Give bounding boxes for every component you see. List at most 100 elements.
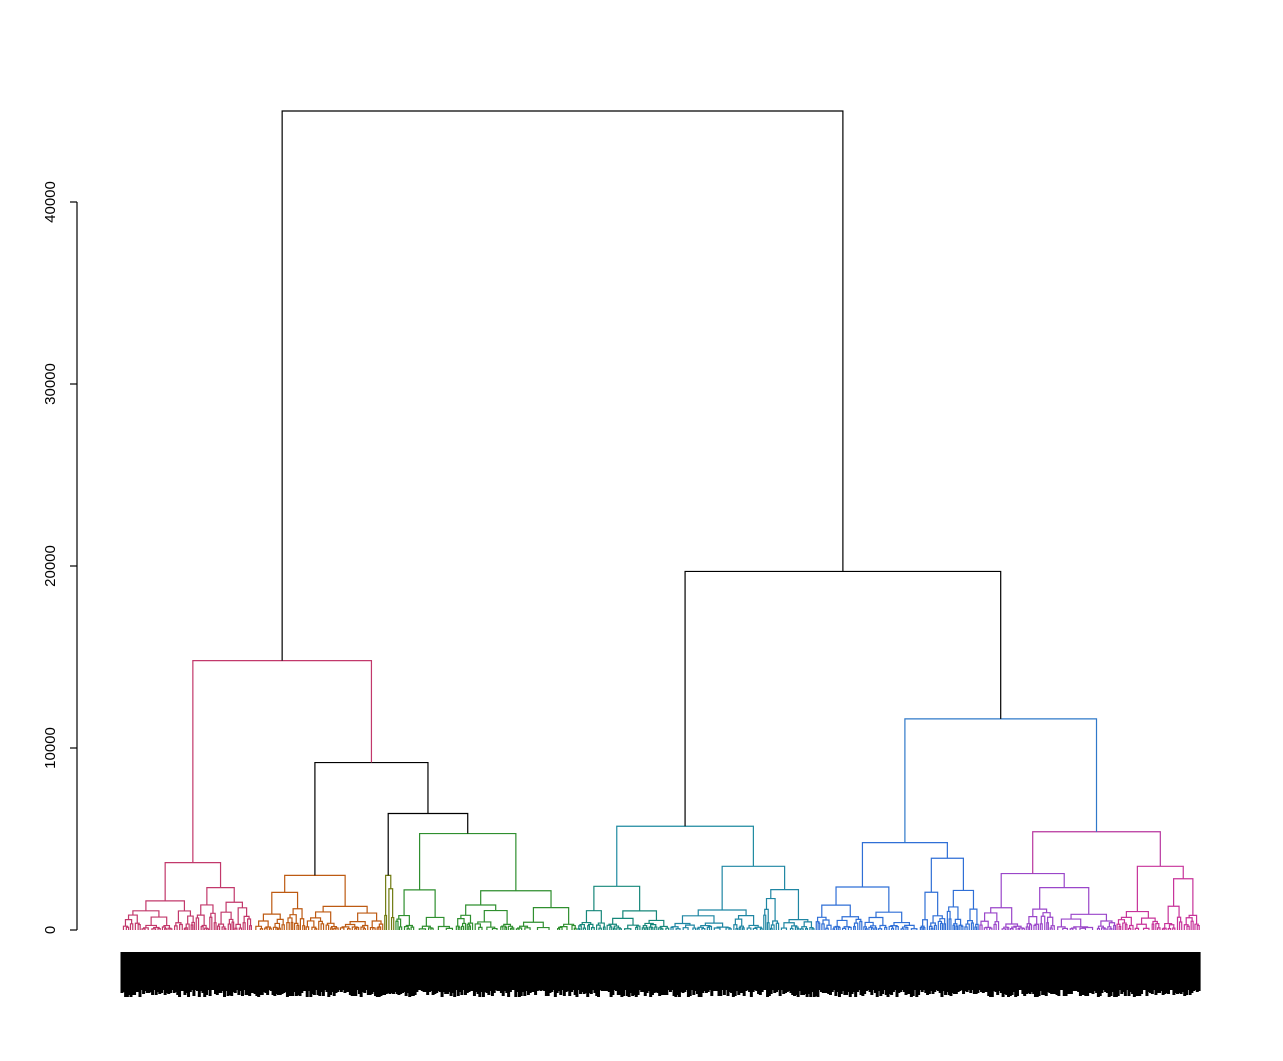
dendrogram-link [157, 927, 161, 930]
dendrogram-link [759, 927, 763, 930]
dendrogram-link [905, 926, 909, 930]
dendrogram-link [1011, 926, 1017, 930]
dendrogram-link [223, 928, 227, 930]
dendrogram-link [145, 900, 186, 911]
dendrogram-link [290, 921, 294, 930]
dendrogram-link [775, 922, 780, 930]
dendrogram-link [141, 928, 146, 930]
dendrogram-link [788, 919, 809, 923]
dendrogram-link [344, 923, 356, 927]
dendrogram-link [145, 924, 158, 928]
dendrogram-link [311, 926, 317, 930]
leaf-labels [120, 952, 1201, 997]
dendrogram-link [943, 923, 947, 930]
dendrogram-link [395, 920, 399, 930]
dendrogram-link [480, 890, 552, 908]
dendrogram-link [536, 926, 550, 930]
dendrogram-link [376, 927, 380, 930]
dendrogram-link [811, 928, 815, 930]
dendrogram-link [737, 915, 755, 926]
dendrogram-link [660, 928, 664, 930]
dendrogram-link [217, 925, 221, 930]
dendrogram-link [161, 926, 167, 930]
merge-link [1032, 831, 1161, 874]
merge-link [616, 825, 754, 887]
dendrogram-link [302, 925, 306, 930]
dendrogram-link [1136, 865, 1184, 912]
dendrogram-link [330, 927, 333, 930]
y-tick-label: 20000 [42, 545, 59, 587]
dendrogram-link [243, 915, 250, 923]
dendrogram-link [979, 924, 983, 930]
dendrogram-link [515, 928, 520, 930]
dendrogram-link [696, 927, 700, 930]
dendrogram-link [799, 928, 804, 930]
dendrogram-link [609, 926, 613, 930]
dendrogram-link [430, 927, 434, 930]
dendrogram-link [716, 926, 729, 928]
dendrogram-link [1096, 927, 1101, 930]
dendrogram-link [946, 910, 951, 930]
dendrogram-link [259, 928, 264, 930]
dendrogram-link [821, 923, 825, 930]
dendrogram-link [910, 928, 918, 930]
dendrogram-link [1070, 913, 1108, 922]
dendrogram-link [151, 928, 157, 930]
dendrogram-link [742, 927, 745, 930]
dendrogram-link [1129, 924, 1134, 930]
dendrogram-link [406, 928, 410, 930]
dendrogram-link [237, 907, 248, 925]
dendrogram-link [509, 927, 513, 930]
dendrogram-link [1120, 916, 1132, 926]
dendrogram-link [396, 918, 402, 927]
dendrogram-link [169, 928, 173, 930]
dendrogram-link [1173, 878, 1194, 916]
dendrogram-link [805, 928, 809, 930]
dendrogram-link [764, 908, 769, 923]
dendrogram-link [636, 925, 641, 930]
dendrogram-link [1122, 922, 1127, 930]
dendrogram-link [242, 922, 246, 930]
dendrogram-link [837, 926, 841, 930]
dendrogram-link [522, 921, 544, 928]
dendrogram-link [725, 927, 731, 930]
dendrogram-link [954, 918, 962, 926]
dendrogram-link [1025, 926, 1029, 930]
dendrogram-link [955, 925, 959, 930]
dendrogram-link [1183, 924, 1189, 930]
dendrogram-link [274, 922, 281, 929]
dendrogram-link [500, 926, 504, 930]
dendrogram-link [650, 927, 654, 930]
dendrogram-link [642, 925, 648, 928]
merge-link [904, 718, 1098, 843]
dendrogram-link [801, 926, 808, 929]
dendrogram-link [641, 927, 645, 930]
dendrogram-link [187, 915, 194, 925]
dendrogram-link [238, 927, 243, 930]
dendrogram-link [960, 925, 964, 930]
dendrogram-link [606, 924, 612, 930]
dendrogram-link [874, 927, 878, 930]
dendrogram-link [127, 914, 138, 924]
dendrogram-link [835, 886, 890, 913]
dendrogram-link [183, 928, 187, 930]
dendrogram-link [286, 922, 290, 930]
dendrogram-link [682, 927, 689, 930]
dendrogram-link [659, 925, 668, 929]
dendrogram-link [984, 912, 998, 922]
dendrogram-link [582, 927, 587, 930]
dendrogram-link [789, 927, 794, 930]
dendrogram-link [817, 922, 821, 930]
dendrogram-link [137, 923, 141, 930]
dendrogram-link [314, 928, 318, 930]
dendrogram-link [989, 927, 993, 930]
dendrogram-link [272, 926, 278, 930]
dendrogram-link [235, 923, 241, 929]
dendrogram-link [770, 927, 773, 930]
dendrogram-link [1140, 917, 1156, 925]
dendrogram-link [346, 928, 351, 930]
dendrogram-link [218, 923, 225, 927]
dendrogram-link [326, 922, 335, 927]
dendrogram-link [175, 922, 182, 926]
